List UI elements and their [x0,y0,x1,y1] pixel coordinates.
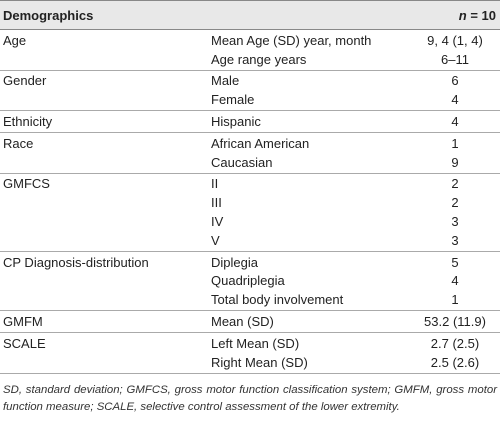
value-cell: 2.7 (2.5) [430,335,480,351]
value-cell: 9 [451,154,459,170]
table-row: Quadriplegia 4 [0,272,500,291]
item-label: Caucasian [211,154,273,170]
value-cell: 1 [451,292,459,308]
item-label: IV [211,214,224,230]
table-row: Age range years 6–11 [0,50,500,69]
value-cell: 5 [451,254,459,270]
header-n: n = 10 [416,8,500,23]
table-row: Ethnicity Hispanic 4 [0,112,500,131]
table-body: Age Mean Age (SD) year, month 9, 4 (1, 4) A… [0,30,500,374]
item-label: II [211,176,219,192]
item-label: III [211,195,222,211]
table-row: Total body involvement 1 [0,290,500,309]
table-header: Demographics n = 10 [0,0,500,30]
group-label: Gender [3,73,47,89]
header-title: Demographics [3,7,94,23]
table-row: Age Mean Age (SD) year, month 9, 4 (1, 4) [0,31,500,50]
item-label: V [211,232,220,248]
item-label: Mean Age (SD) year, month [211,32,372,48]
n-label: n [458,7,467,23]
table-row: Female 4 [0,90,500,109]
item-label: Total body involvement [211,292,344,308]
table-row: Right Mean (SD) 2.5 (2.6) [0,353,500,372]
item-label: Quadriplegia [211,273,285,289]
value-cell: 1 [451,135,459,151]
value-cell: 6–11 [441,51,469,67]
row-group: GMFM Mean (SD) 53.2 (11.9) [0,311,500,333]
value-cell: 2 [451,176,459,192]
row-group: Ethnicity Hispanic 4 [0,111,500,133]
group-label: CP Diagnosis-distribution [3,254,149,270]
row-group: GMFCS II 2 III 2 IV 3 V 3 [0,174,500,252]
item-label: Diplegia [211,254,258,270]
group-label: SCALE [3,335,46,351]
item-label: Female [211,92,255,108]
group-label: Ethnicity [3,114,53,130]
row-group: Age Mean Age (SD) year, month 9, 4 (1, 4) A… [0,30,500,71]
table-row: III 2 [0,193,500,212]
value-cell: 9, 4 (1, 4) [427,32,483,48]
item-label: Mean (SD) [211,314,274,330]
value-cell: 6 [451,73,459,89]
value-cell: 4 [451,114,459,130]
item-label: Age range years [211,51,307,67]
row-group: CP Diagnosis-distribution Diplegia 5 Quadri… [0,252,500,312]
n-value: = 10 [470,7,496,23]
row-group: Race African American 1 Caucasian 9 [0,133,500,174]
value-cell: 4 [451,92,459,108]
group-label: Race [3,135,34,151]
group-label: Age [3,32,27,48]
table-row: GMFM Mean (SD) 53.2 (11.9) [0,312,500,331]
value-cell: 4 [451,273,459,289]
group-label: GMFM [3,314,43,330]
value-cell: 3 [451,214,459,230]
value-cell: 2.5 (2.6) [430,354,480,370]
value-cell: 2 [451,195,459,211]
value-cell: 3 [451,232,459,248]
value-cell: 53.2 (11.9) [424,314,486,330]
item-label: African American [211,135,310,151]
footnote: SD, standard deviation; GMFCS, gross mot… [3,383,497,413]
item-label: Right Mean (SD) [211,354,308,370]
table-row: Gender Male 6 [0,72,500,91]
table-row: SCALE Left Mean (SD) 2.7 (2.5) [0,334,500,353]
table-row: IV 3 [0,212,500,231]
item-label: Male [211,73,240,89]
table-row: GMFCS II 2 [0,175,500,194]
table-row: Race African American 1 [0,134,500,153]
table-row: CP Diagnosis-distribution Diplegia 5 [0,253,500,272]
group-label: GMFCS [3,176,50,192]
table-row: Caucasian 9 [0,153,500,172]
item-label: Left Mean (SD) [211,335,300,351]
row-group: Gender Male 6 Female 4 [0,71,500,112]
item-label: Hispanic [211,114,261,130]
row-group: SCALE Left Mean (SD) 2.7 (2.5) Right Mean (… [0,333,500,374]
